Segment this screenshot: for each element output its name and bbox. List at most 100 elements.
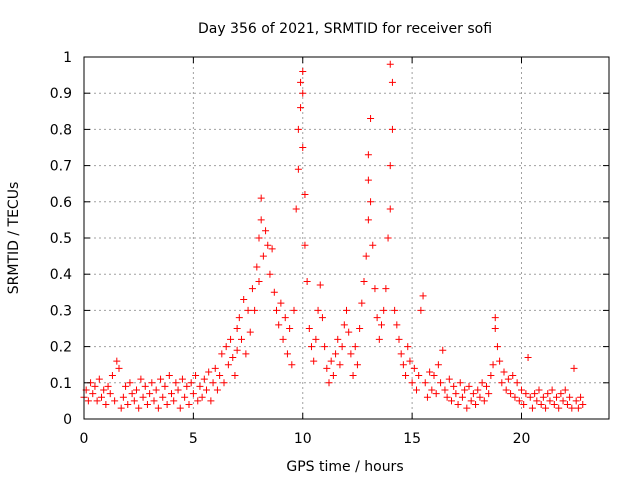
- data-point: [504, 375, 512, 383]
- data-point: [209, 379, 217, 387]
- data-point: [386, 205, 394, 213]
- data-point: [257, 216, 265, 224]
- data-point: [360, 277, 368, 285]
- data-point: [397, 350, 405, 358]
- data-point: [281, 314, 289, 322]
- data-point: [415, 372, 423, 380]
- data-point: [493, 343, 501, 351]
- data-point: [275, 321, 283, 329]
- data-point: [200, 375, 208, 383]
- data-point: [305, 325, 313, 332]
- data-point: [205, 368, 213, 376]
- data-point: [137, 375, 145, 383]
- data-point: [235, 314, 243, 322]
- data-point: [124, 401, 132, 409]
- data-point: [380, 306, 388, 314]
- data-point: [417, 306, 425, 314]
- data-point: [323, 364, 331, 372]
- data-point: [531, 390, 539, 398]
- data-point: [299, 89, 307, 97]
- data-point: [491, 314, 499, 322]
- data-point: [347, 350, 355, 358]
- data-point: [393, 321, 401, 329]
- data-point: [369, 241, 377, 249]
- data-point: [301, 191, 309, 199]
- data-point: [301, 241, 309, 249]
- data-point: [336, 361, 344, 369]
- data-point: [544, 390, 552, 398]
- data-point: [203, 386, 210, 394]
- data-point: [95, 375, 103, 383]
- y-tick-label: 0.5: [50, 231, 72, 247]
- data-point: [303, 277, 311, 285]
- y-axis-label: SRMTID / TECUs: [6, 182, 22, 295]
- data-point: [316, 281, 324, 289]
- data-point: [286, 325, 294, 332]
- data-point: [255, 234, 263, 242]
- data-point: [115, 364, 123, 372]
- data-point: [108, 372, 116, 380]
- data-point: [111, 397, 119, 405]
- data-point: [402, 372, 410, 380]
- data-point: [290, 306, 298, 314]
- data-point: [233, 325, 241, 332]
- data-point: [364, 216, 372, 224]
- data-point: [329, 372, 337, 380]
- data-point: [410, 364, 418, 372]
- data-point: [122, 382, 130, 390]
- data-point: [406, 357, 414, 365]
- data-point: [277, 299, 285, 307]
- data-point: [572, 397, 580, 405]
- data-point: [437, 379, 445, 387]
- y-tick-label: 0.3: [50, 303, 72, 319]
- data-point: [408, 379, 416, 387]
- data-point: [106, 390, 114, 398]
- data-point: [194, 397, 202, 405]
- data-point: [454, 401, 462, 409]
- data-point: [216, 372, 224, 380]
- data-point: [434, 361, 442, 369]
- data-point: [294, 165, 302, 173]
- data-point: [233, 346, 241, 354]
- data-point: [367, 198, 375, 206]
- data-point: [253, 263, 261, 271]
- data-point: [539, 393, 547, 401]
- data-point: [423, 393, 431, 401]
- data-point: [187, 379, 195, 387]
- x-tick-label: 5: [189, 431, 198, 447]
- data-point: [561, 386, 569, 394]
- data-point: [382, 285, 390, 293]
- data-point: [176, 404, 184, 412]
- data-point: [395, 335, 403, 343]
- data-point: [509, 372, 517, 380]
- data-point: [386, 60, 394, 68]
- y-tick-label: 1: [63, 50, 72, 66]
- data-point: [135, 404, 143, 412]
- data-point: [327, 357, 335, 365]
- data-point: [152, 386, 160, 394]
- data-point: [496, 357, 504, 365]
- data-point: [345, 328, 353, 336]
- data-point: [251, 306, 259, 314]
- chart-title: Day 356 of 2021, SRMTID for receiver sof…: [198, 21, 492, 37]
- data-point: [559, 397, 567, 405]
- data-point: [294, 125, 302, 133]
- data-point: [528, 404, 536, 412]
- data-point: [445, 375, 453, 383]
- data-point: [84, 397, 92, 405]
- data-point: [371, 285, 379, 293]
- data-point: [515, 397, 523, 405]
- data-point: [148, 379, 156, 387]
- data-point: [520, 401, 528, 409]
- data-point: [238, 335, 245, 343]
- data-point: [98, 393, 105, 401]
- data-point: [384, 234, 392, 242]
- grid-layer: [84, 57, 609, 419]
- data-point: [375, 335, 383, 343]
- data-point: [185, 401, 193, 409]
- data-point: [432, 390, 440, 398]
- data-point: [522, 390, 530, 398]
- data-point: [168, 390, 175, 398]
- data-point: [321, 343, 329, 351]
- data-point: [421, 379, 429, 387]
